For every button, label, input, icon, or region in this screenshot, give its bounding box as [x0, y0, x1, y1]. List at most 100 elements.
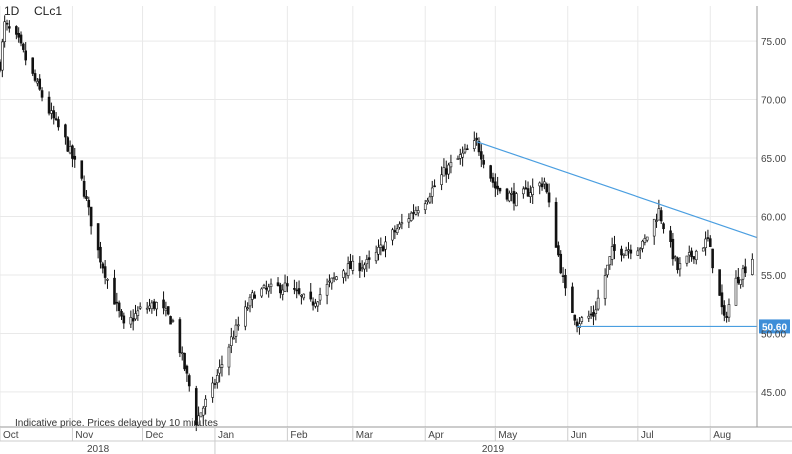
price-tag-background	[759, 319, 790, 334]
trendline	[476, 141, 758, 239]
x-tick-label: May	[498, 430, 517, 441]
candle-body	[557, 245, 560, 256]
candle-body	[169, 316, 172, 325]
candle-body	[673, 256, 677, 259]
candle-body	[554, 201, 558, 248]
candle-body	[279, 284, 282, 294]
candle-body	[423, 203, 427, 211]
candle-body	[3, 21, 6, 42]
candle-body	[559, 253, 563, 274]
candle-body	[508, 192, 511, 202]
candle-body	[269, 283, 273, 287]
x-tick-label: Jun	[571, 430, 587, 441]
candle-body	[573, 314, 577, 321]
candle-body	[720, 292, 724, 308]
candle-body	[87, 199, 91, 208]
candle-body	[129, 317, 133, 325]
candle-body	[538, 182, 542, 187]
candle-body	[248, 296, 252, 307]
candle-body	[692, 256, 696, 260]
candle-body	[276, 282, 280, 286]
candle-body	[262, 285, 266, 289]
candle-body	[52, 110, 56, 119]
candle-body	[505, 188, 509, 200]
candle-body	[106, 278, 109, 281]
candle-body	[295, 289, 299, 292]
candle-body	[220, 364, 224, 368]
candle-body	[24, 50, 28, 61]
candle-body	[31, 57, 35, 74]
candle-body	[704, 238, 707, 249]
candle-body	[690, 250, 693, 258]
candle-body	[706, 237, 710, 239]
year-label: 2019	[482, 444, 505, 454]
candle-body	[201, 407, 205, 416]
candle-body	[643, 238, 647, 243]
candle-body	[636, 250, 640, 256]
candle-body	[120, 310, 123, 317]
candle-body	[54, 118, 58, 120]
candle-body	[328, 280, 331, 283]
candle-body	[524, 187, 527, 190]
candle-body	[297, 288, 301, 294]
candle-body	[73, 155, 77, 160]
candle-body	[122, 315, 126, 324]
candle-body	[694, 250, 698, 261]
candle-body	[316, 301, 320, 307]
candle-body	[416, 210, 420, 214]
candle-body	[300, 294, 303, 297]
candle-body	[526, 188, 530, 197]
candle-body	[727, 304, 731, 318]
candle-body	[80, 160, 84, 179]
candle-body	[360, 267, 364, 270]
candle-body	[384, 241, 387, 250]
candle-body	[103, 266, 107, 278]
candle-body	[164, 308, 168, 312]
candle-body	[428, 196, 432, 203]
candle-body	[358, 262, 362, 272]
y-tick-label: 60.00	[761, 213, 786, 224]
candle-body	[260, 288, 263, 297]
candle-body	[204, 398, 207, 407]
candle-body	[162, 299, 165, 309]
candle-body	[335, 276, 338, 280]
y-tick-label: 50.00	[761, 329, 786, 340]
candle-body	[655, 220, 658, 222]
candle-body	[608, 256, 612, 266]
candle-body	[433, 185, 436, 188]
candle-body	[659, 210, 663, 222]
x-tick-label: Dec	[146, 430, 164, 441]
candle-body	[529, 192, 532, 198]
candle-body	[456, 158, 460, 161]
candle-body	[351, 260, 355, 271]
candle-body	[85, 196, 88, 199]
candle-body	[265, 288, 268, 290]
candle-body	[522, 188, 525, 195]
candle-body	[113, 277, 116, 305]
candle-body	[349, 261, 352, 269]
candle-body	[638, 248, 642, 251]
candle-body	[587, 315, 591, 319]
candle-body	[676, 257, 679, 271]
candle-body	[253, 294, 256, 299]
candle-body	[477, 141, 481, 153]
candle-body	[381, 246, 385, 252]
candle-body	[447, 164, 450, 175]
candle-body	[547, 192, 551, 203]
candle-body	[1, 41, 4, 71]
candle-body	[150, 302, 154, 310]
candle-body	[531, 186, 535, 195]
candle-body	[701, 247, 705, 252]
y-tick-label: 55.00	[761, 271, 786, 282]
candle-body	[652, 218, 656, 237]
candle-body	[751, 258, 754, 275]
candle-body	[117, 302, 121, 311]
candle-body	[332, 277, 336, 279]
candle-body	[409, 212, 413, 221]
candle-body	[571, 286, 574, 313]
candle-body	[708, 238, 712, 247]
candle-body	[641, 240, 644, 249]
candle-body	[426, 200, 429, 203]
candle-body	[603, 275, 607, 299]
candle-body	[510, 193, 513, 195]
